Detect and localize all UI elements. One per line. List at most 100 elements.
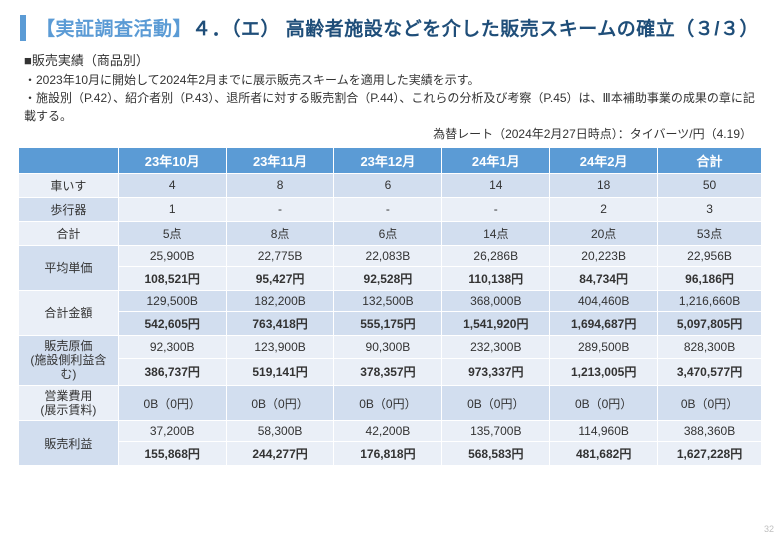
table-cell: 1 [118, 197, 226, 221]
col-jan24: 24年1月 [442, 147, 550, 173]
row-avg-price-baht: 平均単価 25,900B 22,775B 22,083B 26,286B 20,… [19, 245, 762, 266]
table-cell: 26,286B [442, 245, 550, 266]
table-cell: 763,418円 [226, 311, 334, 335]
table-cell: 481,682円 [550, 442, 658, 466]
table-header-row: 23年10月 23年11月 23年12月 24年1月 24年2月 合計 [19, 147, 762, 173]
rh-total-amt: 合計金額 [19, 290, 119, 335]
intro-bullet-1: ・2023年10月に開始して2024年2月までに展示販売スキームを適用した実績を… [24, 71, 756, 89]
row-subtotal-units: 合計 5点 8点 6点 14点 20点 53点 [19, 221, 762, 245]
table-cell: 0B（0円） [550, 385, 658, 421]
rh-profit: 販売利益 [19, 421, 119, 466]
table-cell: 0B（0円） [118, 385, 226, 421]
table-cell: 1,216,660B [658, 290, 762, 311]
table-cell: 378,357円 [334, 358, 442, 385]
table-cell: 6 [334, 173, 442, 197]
table-cell: - [442, 197, 550, 221]
row-avg-price-yen: 108,521円 95,427円 92,528円 110,138円 84,734… [19, 266, 762, 290]
table-cell: 96,186円 [658, 266, 762, 290]
table-cell: 182,200B [226, 290, 334, 311]
table-cell: 1,627,228円 [658, 442, 762, 466]
table-cell: 0B（0円） [442, 385, 550, 421]
sales-table: 23年10月 23年11月 23年12月 24年1月 24年2月 合計 車いす … [18, 147, 762, 467]
table-cell: 50 [658, 173, 762, 197]
table-cell: 0B（0円） [658, 385, 762, 421]
col-nov23: 23年11月 [226, 147, 334, 173]
row-opex: 営業費用(展示賃料) 0B（0円） 0B（0円） 0B（0円） 0B（0円） 0… [19, 385, 762, 421]
table-cell: 5点 [118, 221, 226, 245]
table-cell: 0B（0円） [226, 385, 334, 421]
table-cell: 20,223B [550, 245, 658, 266]
table-cell: 22,083B [334, 245, 442, 266]
table-cell: 95,427円 [226, 266, 334, 290]
row-total-amount-yen: 542,605円 763,418円 555,175円 1,541,920円 1,… [19, 311, 762, 335]
table-cell: 176,818円 [334, 442, 442, 466]
table-cell: 135,700B [442, 421, 550, 442]
page-number: 32 [764, 524, 774, 534]
table-cell: 53点 [658, 221, 762, 245]
title-rest: ４．（エ） 高齢者施設などを介した販売スキームの確立（３/３） [192, 19, 759, 40]
table-cell: 1,213,005円 [550, 358, 658, 385]
table-cell: 404,460B [550, 290, 658, 311]
table-cell: 84,734円 [550, 266, 658, 290]
table-cell: 289,500B [550, 335, 658, 358]
table-cell: 6点 [334, 221, 442, 245]
table-cell: 973,337円 [442, 358, 550, 385]
table-cell: 110,138円 [442, 266, 550, 290]
table-cell: 92,300B [118, 335, 226, 358]
row-profit-baht: 販売利益 37,200B 58,300B 42,200B 135,700B 11… [19, 421, 762, 442]
exchange-rate-note: 為替レート（2024年2月27日時点）：タイバーツ/円（4.19） [24, 125, 756, 143]
row-cogs-yen: 386,737円 519,141円 378,357円 973,337円 1,21… [19, 358, 762, 385]
rh-cogs: 販売原価(施設側利益含む) [19, 335, 119, 385]
table-cell: 368,000B [442, 290, 550, 311]
table-cell: 25,900B [118, 245, 226, 266]
table-cell: 155,868円 [118, 442, 226, 466]
slide-title: 【実証調査活動】４．（エ） 高齢者施設などを介した販売スキームの確立（３/３） [36, 14, 759, 41]
col-dec23: 23年12月 [334, 147, 442, 173]
rh-walker: 歩行器 [19, 197, 119, 221]
table-cell: 123,900B [226, 335, 334, 358]
table-cell: 1,541,920円 [442, 311, 550, 335]
table-cell: 4 [118, 173, 226, 197]
table-cell: 2 [550, 197, 658, 221]
table-cell: 1,694,687円 [550, 311, 658, 335]
row-walker: 歩行器 1 - - - 2 3 [19, 197, 762, 221]
table-cell: 132,500B [334, 290, 442, 311]
table-cell: 14点 [442, 221, 550, 245]
table-cell: 8 [226, 173, 334, 197]
rh-wheelchair: 車いす [19, 173, 119, 197]
table-cell: 108,521円 [118, 266, 226, 290]
table-cell: 58,300B [226, 421, 334, 442]
col-oct23: 23年10月 [118, 147, 226, 173]
table-cell: 555,175円 [334, 311, 442, 335]
table-cell: 3 [658, 197, 762, 221]
table-cell: 388,360B [658, 421, 762, 442]
table-cell: 0B（0円） [334, 385, 442, 421]
table-cell: 8点 [226, 221, 334, 245]
table-cell: 22,956B [658, 245, 762, 266]
title-bracket: 【実証調査活動】 [36, 19, 192, 40]
table-cell: 37,200B [118, 421, 226, 442]
header-accent-bar [20, 15, 26, 41]
table-cell: 90,300B [334, 335, 442, 358]
rh-opex: 営業費用(展示賃料) [19, 385, 119, 421]
intro-heading: ■販売実績（商品別） [24, 51, 756, 71]
table-cell: - [334, 197, 442, 221]
row-cogs-baht: 販売原価(施設側利益含む) 92,300B 123,900B 90,300B 2… [19, 335, 762, 358]
table-cell: 20点 [550, 221, 658, 245]
table-cell: 14 [442, 173, 550, 197]
table-cell: 129,500B [118, 290, 226, 311]
table-cell: 244,277円 [226, 442, 334, 466]
row-profit-yen: 155,868円 244,277円 176,818円 568,583円 481,… [19, 442, 762, 466]
table-cell: 828,300B [658, 335, 762, 358]
table-cell: 114,960B [550, 421, 658, 442]
row-wheelchair: 車いす 4 8 6 14 18 50 [19, 173, 762, 197]
intro-block: ■販売実績（商品別） ・2023年10月に開始して2024年2月までに展示販売ス… [0, 47, 780, 145]
table-cell: 386,737円 [118, 358, 226, 385]
rh-subtotal: 合計 [19, 221, 119, 245]
col-blank [19, 147, 119, 173]
intro-bullet-2: ・施設別（P.42）、紹介者別（P.43）、退所者に対する販売割合（P.44）、… [24, 89, 756, 125]
table-cell: 22,775B [226, 245, 334, 266]
row-total-amount-baht: 合計金額 129,500B 182,200B 132,500B 368,000B… [19, 290, 762, 311]
table-cell: 5,097,805円 [658, 311, 762, 335]
table-cell: 519,141円 [226, 358, 334, 385]
